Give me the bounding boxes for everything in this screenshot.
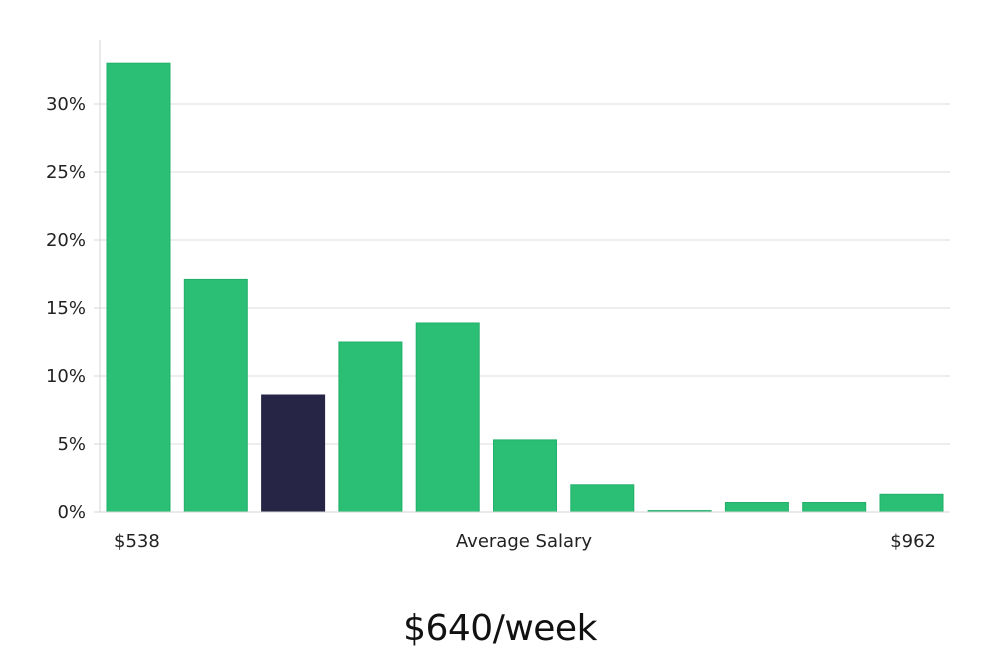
histogram-bar (106, 62, 171, 513)
histogram-bar (879, 493, 944, 513)
y-tick-label: 20% (46, 230, 86, 251)
histogram-bar (493, 439, 557, 513)
y-tick-label: 15% (46, 298, 86, 319)
average-salary-value: $640/week (403, 608, 597, 649)
histogram-bar (338, 341, 403, 513)
histogram-bar (183, 278, 248, 513)
histogram-bar (802, 502, 867, 513)
salary-histogram: 0%5%10%15%20%25%30% $538 Average Salary … (46, 40, 950, 552)
y-axis-ticks: 0% 5% 10% 15% 20% 25% 30% (46, 94, 100, 523)
histogram-bar (570, 484, 635, 513)
histogram-bar (415, 322, 480, 513)
highlighted-bar (261, 394, 326, 513)
y-tick-label: 25% (46, 162, 86, 183)
x-end-label: $962 (890, 531, 936, 552)
x-start-label: $538 (114, 531, 160, 552)
x-axis-title: Average Salary (456, 531, 593, 552)
histogram-bar (724, 502, 789, 513)
y-tick-label: 10% (46, 366, 86, 387)
y-tick-label: 5% (57, 434, 86, 455)
y-tick-label: 30% (46, 94, 86, 115)
bars (106, 62, 944, 513)
y-tick-label: 0% (57, 502, 86, 523)
